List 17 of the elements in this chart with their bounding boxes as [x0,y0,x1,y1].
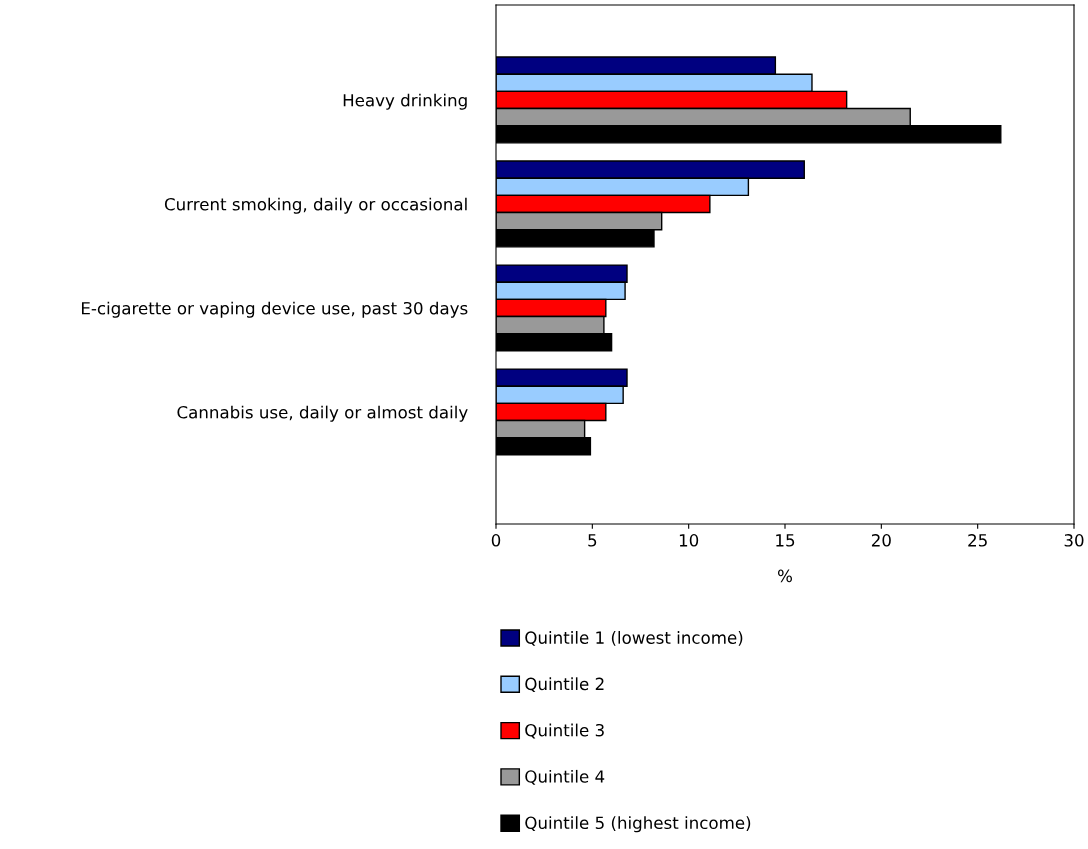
legend-label: Quintile 4 [525,769,605,785]
x-tick-label: 25 [968,534,987,547]
x-tick-label: 10 [679,534,699,547]
y-tick-label: E-cigarette or vaping device use, past 30 days [82,301,468,318]
legend-label: Quintile 1 (lowest income) [525,631,743,646]
x-tick-label: 30 [1064,534,1084,547]
x-tick-label: 20 [871,534,891,547]
x-tick-label: 15 [776,534,795,547]
x-tick-label: 0 [491,534,501,547]
y-tick-label: Cannabis use, daily or almost daily [177,405,468,422]
x-axis-title: % [778,569,792,583]
legend-label: Quintile 2 [525,677,604,693]
legend-label: Quintile 5 (highest income) [525,816,751,833]
y-tick-label: Current smoking, daily or occasional [164,197,467,214]
x-tick-label: 5 [588,534,597,547]
y-tick-label: Heavy drinking [343,93,467,110]
legend-label: Quintile 3 [525,723,604,739]
